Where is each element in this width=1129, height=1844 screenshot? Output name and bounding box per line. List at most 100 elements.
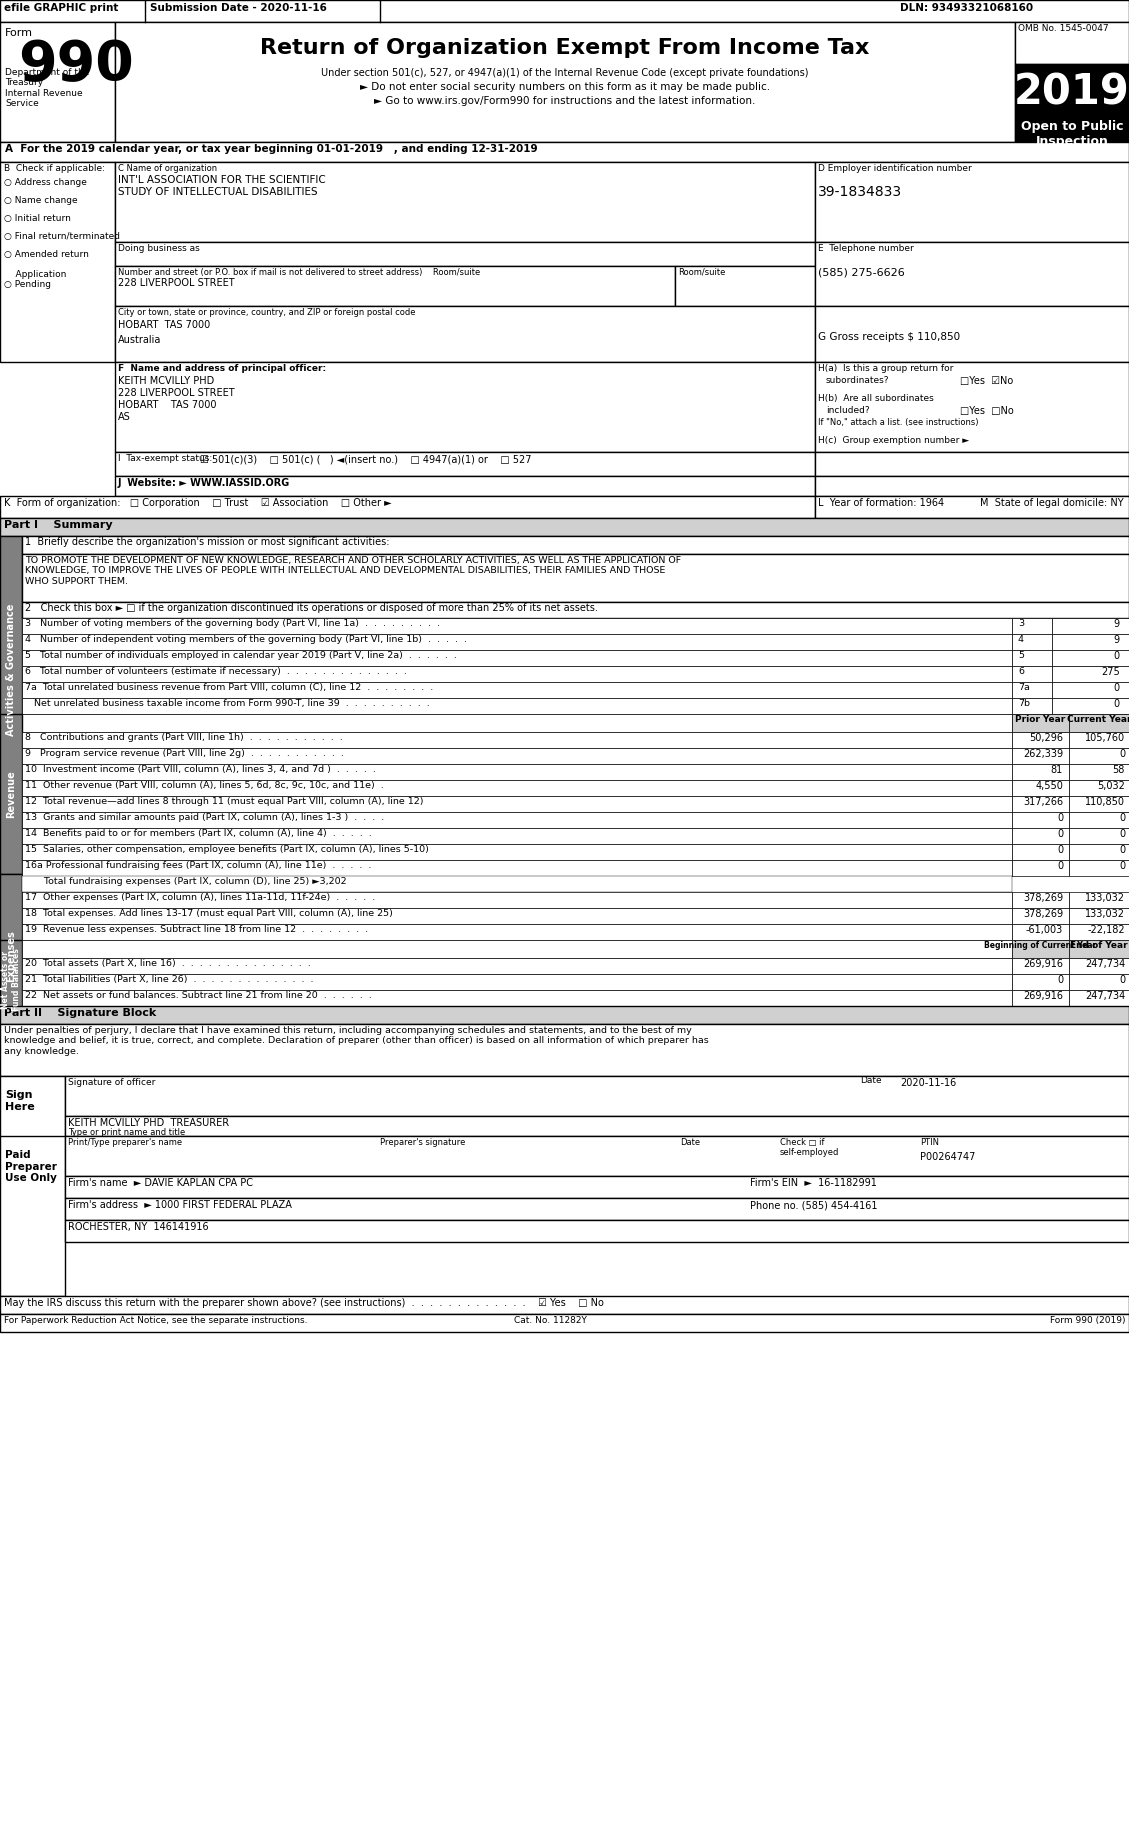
Bar	[21, 907, 1012, 924]
Text: 0: 0	[1057, 975, 1064, 985]
Text: 378,269: 378,269	[1023, 909, 1064, 918]
Bar	[815, 306, 1129, 361]
Text: 0: 0	[1119, 975, 1124, 985]
Text: ROCHESTER, NY  146141916: ROCHESTER, NY 146141916	[68, 1223, 209, 1232]
Bar	[0, 496, 815, 518]
Bar	[1012, 714, 1129, 732]
Bar	[21, 924, 1012, 940]
Bar	[0, 162, 115, 361]
Text: 0: 0	[1119, 861, 1124, 870]
Bar	[0, 1136, 65, 1296]
Text: KEITH MCVILLY PHD  TREASURER: KEITH MCVILLY PHD TREASURER	[68, 1117, 229, 1129]
Bar	[115, 242, 815, 266]
Text: May the IRS discuss this return with the preparer shown above? (see instructions: May the IRS discuss this return with the…	[5, 1298, 604, 1307]
Text: Sign
Here: Sign Here	[5, 1090, 35, 1112]
Text: Room/suite: Room/suite	[679, 267, 725, 277]
Text: Preparer's signature: Preparer's signature	[380, 1138, 465, 1147]
Text: 9: 9	[1114, 620, 1120, 629]
Bar	[1012, 749, 1069, 763]
Text: Phone no. (585) 454-4161: Phone no. (585) 454-4161	[750, 1200, 877, 1210]
Text: □Yes  □No: □Yes □No	[960, 406, 1014, 417]
Text: E  Telephone number: E Telephone number	[819, 243, 913, 253]
Text: End of Year: End of Year	[1070, 940, 1128, 950]
Bar	[0, 1315, 1129, 1331]
Text: Doing business as: Doing business as	[119, 243, 200, 253]
Bar	[21, 974, 1012, 990]
Text: 50,296: 50,296	[1029, 734, 1064, 743]
Text: KEITH MCVILLY PHD: KEITH MCVILLY PHD	[119, 376, 215, 385]
Bar	[1012, 924, 1069, 940]
Bar	[1069, 845, 1129, 859]
Bar	[1012, 649, 1052, 666]
Text: 133,032: 133,032	[1085, 892, 1124, 904]
Bar	[1012, 990, 1069, 1007]
Bar	[815, 162, 1129, 242]
Text: 4,550: 4,550	[1035, 782, 1064, 791]
Text: H(a)  Is this a group return for: H(a) Is this a group return for	[819, 363, 953, 372]
Bar	[1069, 940, 1129, 959]
Text: 20  Total assets (Part X, line 16)  .  .  .  .  .  .  .  .  .  .  .  .  .  .  .: 20 Total assets (Part X, line 16) . . . …	[25, 959, 310, 968]
Bar	[1012, 828, 1069, 845]
Bar	[1069, 732, 1129, 749]
Bar	[1069, 749, 1129, 763]
Bar	[1069, 828, 1129, 845]
Bar	[21, 876, 1012, 892]
Text: 22  Net assets or fund balances. Subtract line 21 from line 20  .  .  .  .  .  .: 22 Net assets or fund balances. Subtract…	[25, 990, 371, 999]
Bar	[815, 496, 1129, 518]
Text: A  For the 2019 calendar year, or tax year beginning 01-01-2019   , and ending 1: A For the 2019 calendar year, or tax yea…	[5, 144, 537, 155]
Bar	[1069, 714, 1129, 732]
Bar	[1069, 811, 1129, 828]
Bar	[1069, 924, 1129, 940]
Text: Under section 501(c), 527, or 4947(a)(1) of the Internal Revenue Code (except pr: Under section 501(c), 527, or 4947(a)(1)…	[322, 68, 808, 77]
Bar	[65, 1199, 1129, 1221]
Bar	[1012, 845, 1069, 859]
Bar	[1012, 763, 1069, 780]
Text: 8   Contributions and grants (Part VIII, line 1h)  .  .  .  .  .  .  .  .  .  . : 8 Contributions and grants (Part VIII, l…	[25, 734, 343, 741]
Text: 0: 0	[1057, 813, 1064, 822]
Text: 14  Benefits paid to or for members (Part IX, column (A), line 4)  .  .  .  .  .: 14 Benefits paid to or for members (Part…	[25, 830, 371, 837]
Text: 378,269: 378,269	[1023, 892, 1064, 904]
Text: M  State of legal domicile: NY: M State of legal domicile: NY	[980, 498, 1123, 507]
Text: AS: AS	[119, 411, 131, 422]
Text: 13  Grants and similar amounts paid (Part IX, column (A), lines 1-3 )  .  .  .  : 13 Grants and similar amounts paid (Part…	[25, 813, 384, 822]
Text: City or town, state or province, country, and ZIP or foreign postal code: City or town, state or province, country…	[119, 308, 415, 317]
Bar	[65, 1136, 1129, 1176]
Text: 10  Investment income (Part VIII, column (A), lines 3, 4, and 7d )  .  .  .  .  : 10 Investment income (Part VIII, column …	[25, 765, 376, 774]
Text: 228 LIVERPOOL STREET: 228 LIVERPOOL STREET	[119, 387, 235, 398]
Bar	[1012, 666, 1052, 682]
Text: ○ Address change: ○ Address change	[5, 179, 87, 186]
Text: 5   Total number of individuals employed in calendar year 2019 (Part V, line 2a): 5 Total number of individuals employed i…	[25, 651, 457, 660]
Text: Form 990 (2019): Form 990 (2019)	[1050, 1317, 1124, 1326]
Text: K  Form of organization:   □ Corporation    □ Trust    ☑ Association    □ Other : K Form of organization: □ Corporation □ …	[5, 498, 392, 507]
Bar	[21, 601, 1129, 618]
Bar	[1052, 699, 1129, 714]
Text: 110,850: 110,850	[1085, 797, 1124, 808]
Bar	[1052, 618, 1129, 634]
Text: DLN: 93493321068160: DLN: 93493321068160	[900, 4, 1033, 13]
Bar	[1012, 940, 1069, 959]
Text: 18  Total expenses. Add lines 13-17 (must equal Part VIII, column (A), line 25): 18 Total expenses. Add lines 13-17 (must…	[25, 909, 393, 918]
Text: 39-1834833: 39-1834833	[819, 184, 902, 199]
Text: I  Tax-exempt status:: I Tax-exempt status:	[119, 454, 212, 463]
Bar	[0, 1077, 65, 1156]
Text: 317,266: 317,266	[1023, 797, 1064, 808]
Text: HOBART    TAS 7000: HOBART TAS 7000	[119, 400, 217, 409]
Text: Date: Date	[680, 1138, 700, 1147]
Text: 247,734: 247,734	[1085, 959, 1124, 968]
Text: For Paperwork Reduction Act Notice, see the separate instructions.: For Paperwork Reduction Act Notice, see …	[5, 1317, 307, 1326]
Bar	[1012, 732, 1069, 749]
Bar	[0, 714, 21, 874]
Bar	[21, 811, 1012, 828]
Bar	[1012, 959, 1069, 974]
Text: ○ Pending: ○ Pending	[5, 280, 51, 290]
Text: H(c)  Group exemption number ►: H(c) Group exemption number ►	[819, 435, 969, 444]
Text: 269,916: 269,916	[1023, 959, 1064, 968]
Bar	[1012, 714, 1069, 732]
Bar	[115, 22, 1015, 142]
Text: 5: 5	[1018, 651, 1024, 660]
Text: Net unrelated business taxable income from Form 990-T, line 39  .  .  .  .  .  .: Net unrelated business taxable income fr…	[25, 699, 430, 708]
Text: INT'L ASSOCIATION FOR THE SCIENTIFIC
STUDY OF INTELLECTUAL DISABILITIES: INT'L ASSOCIATION FOR THE SCIENTIFIC STU…	[119, 175, 326, 197]
Text: Signature of officer: Signature of officer	[68, 1079, 156, 1086]
Text: 0: 0	[1119, 845, 1124, 856]
Bar	[115, 306, 815, 361]
